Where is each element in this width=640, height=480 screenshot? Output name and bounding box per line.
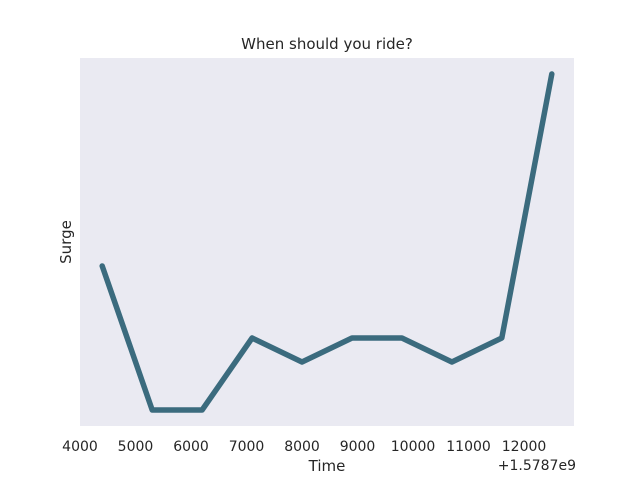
x-tick-label: 10000	[391, 439, 436, 455]
x-tick-label: 8000	[284, 439, 320, 455]
series-lines	[99, 71, 555, 413]
x-tick-label: 7000	[229, 439, 265, 455]
x-tick-label: 6000	[173, 439, 209, 455]
x-axis-label: Time	[308, 457, 346, 475]
x-axis-offset-label: +1.5787e9	[498, 458, 576, 474]
series-line-0	[99, 71, 555, 413]
x-tick-label: 12000	[502, 439, 547, 455]
x-tick-label: 11000	[446, 439, 491, 455]
chart-title: When should you ride?	[241, 35, 413, 53]
plot-area	[80, 58, 574, 426]
x-tick-label: 9000	[340, 439, 376, 455]
x-tick-labels: 4000 5000 6000 7000 8000 9000 10000 11000 12000	[62, 439, 546, 455]
x-tick-label: 5000	[118, 439, 154, 455]
y-axis-label: Surge	[57, 220, 75, 264]
x-tick-label: 4000	[62, 439, 98, 455]
